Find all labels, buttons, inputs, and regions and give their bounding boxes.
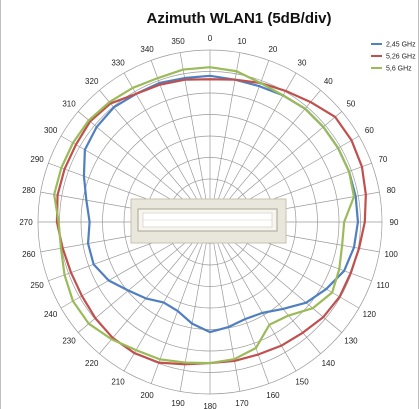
angle-label-100: 100 — [385, 250, 399, 259]
grid-spoke-140 — [209, 221, 321, 354]
angle-label-330: 330 — [111, 59, 125, 68]
angle-label-340: 340 — [140, 45, 154, 54]
angle-label-170: 170 — [235, 399, 249, 408]
angle-label-160: 160 — [266, 391, 280, 400]
angle-label-40: 40 — [324, 77, 333, 86]
grid-spoke-170 — [209, 221, 241, 392]
angle-label-260: 260 — [22, 250, 36, 259]
angle-label-320: 320 — [85, 77, 99, 86]
legend: 2,45 GHz 5,26 GHz 5,6 GHz — [371, 42, 416, 73]
angle-label-350: 350 — [171, 37, 185, 46]
angle-label-180: 180 — [203, 402, 217, 409]
series-line-3 — [53, 66, 356, 365]
angle-label-130: 130 — [344, 336, 358, 345]
angle-label-240: 240 — [44, 310, 58, 319]
angle-label-310: 310 — [62, 100, 76, 109]
angle-label-10: 10 — [237, 37, 246, 46]
angle-label-220: 220 — [85, 359, 99, 368]
grid-spoke-330 — [123, 72, 211, 223]
grid-spoke-220 — [99, 221, 211, 354]
angle-label-80: 80 — [387, 186, 396, 195]
angle-label-300: 300 — [44, 126, 58, 135]
angle-label-120: 120 — [363, 310, 377, 319]
angle-label-290: 290 — [30, 155, 44, 164]
angle-label-20: 20 — [268, 45, 277, 54]
angle-label-280: 280 — [22, 186, 36, 195]
device-photo — [130, 198, 287, 244]
grid-spoke-210 — [123, 221, 211, 372]
angle-label-230: 230 — [62, 336, 76, 345]
legend-label-3: 5,6 GHz — [386, 66, 412, 73]
grid-spoke-350 — [179, 52, 211, 223]
angle-label-50: 50 — [346, 100, 355, 109]
angle-label-190: 190 — [171, 399, 185, 408]
angle-label-90: 90 — [390, 218, 399, 227]
angle-label-110: 110 — [377, 281, 390, 290]
angle-labels: 0 10 20 30 40 50 60 70 80 90 100 110 120 130 140 150 160… — [19, 34, 399, 409]
angle-label-200: 200 — [140, 391, 154, 400]
chart-title: Azimuth WLAN1 (5dB/div) — [147, 10, 332, 27]
angle-label-0: 0 — [208, 34, 213, 43]
series-layer — [53, 66, 367, 366]
angle-label-250: 250 — [30, 281, 44, 290]
legend-label-1: 2,45 GHz — [386, 42, 416, 49]
angle-label-70: 70 — [378, 155, 387, 164]
grid-spoke-20 — [209, 60, 270, 223]
grid-spoke-10 — [209, 52, 241, 223]
grid-spoke-160 — [209, 221, 270, 384]
angle-label-140: 140 — [322, 359, 336, 368]
grid-spoke-200 — [150, 221, 211, 384]
grid-spoke-30 — [209, 72, 297, 223]
angle-label-210: 210 — [111, 377, 125, 386]
angle-label-60: 60 — [365, 126, 374, 135]
legend-label-2: 5,26 GHz — [386, 54, 416, 61]
angle-label-270: 270 — [19, 218, 33, 227]
grid-spoke-340 — [150, 60, 211, 223]
angle-label-30: 30 — [298, 59, 307, 68]
angle-label-150: 150 — [295, 377, 309, 386]
